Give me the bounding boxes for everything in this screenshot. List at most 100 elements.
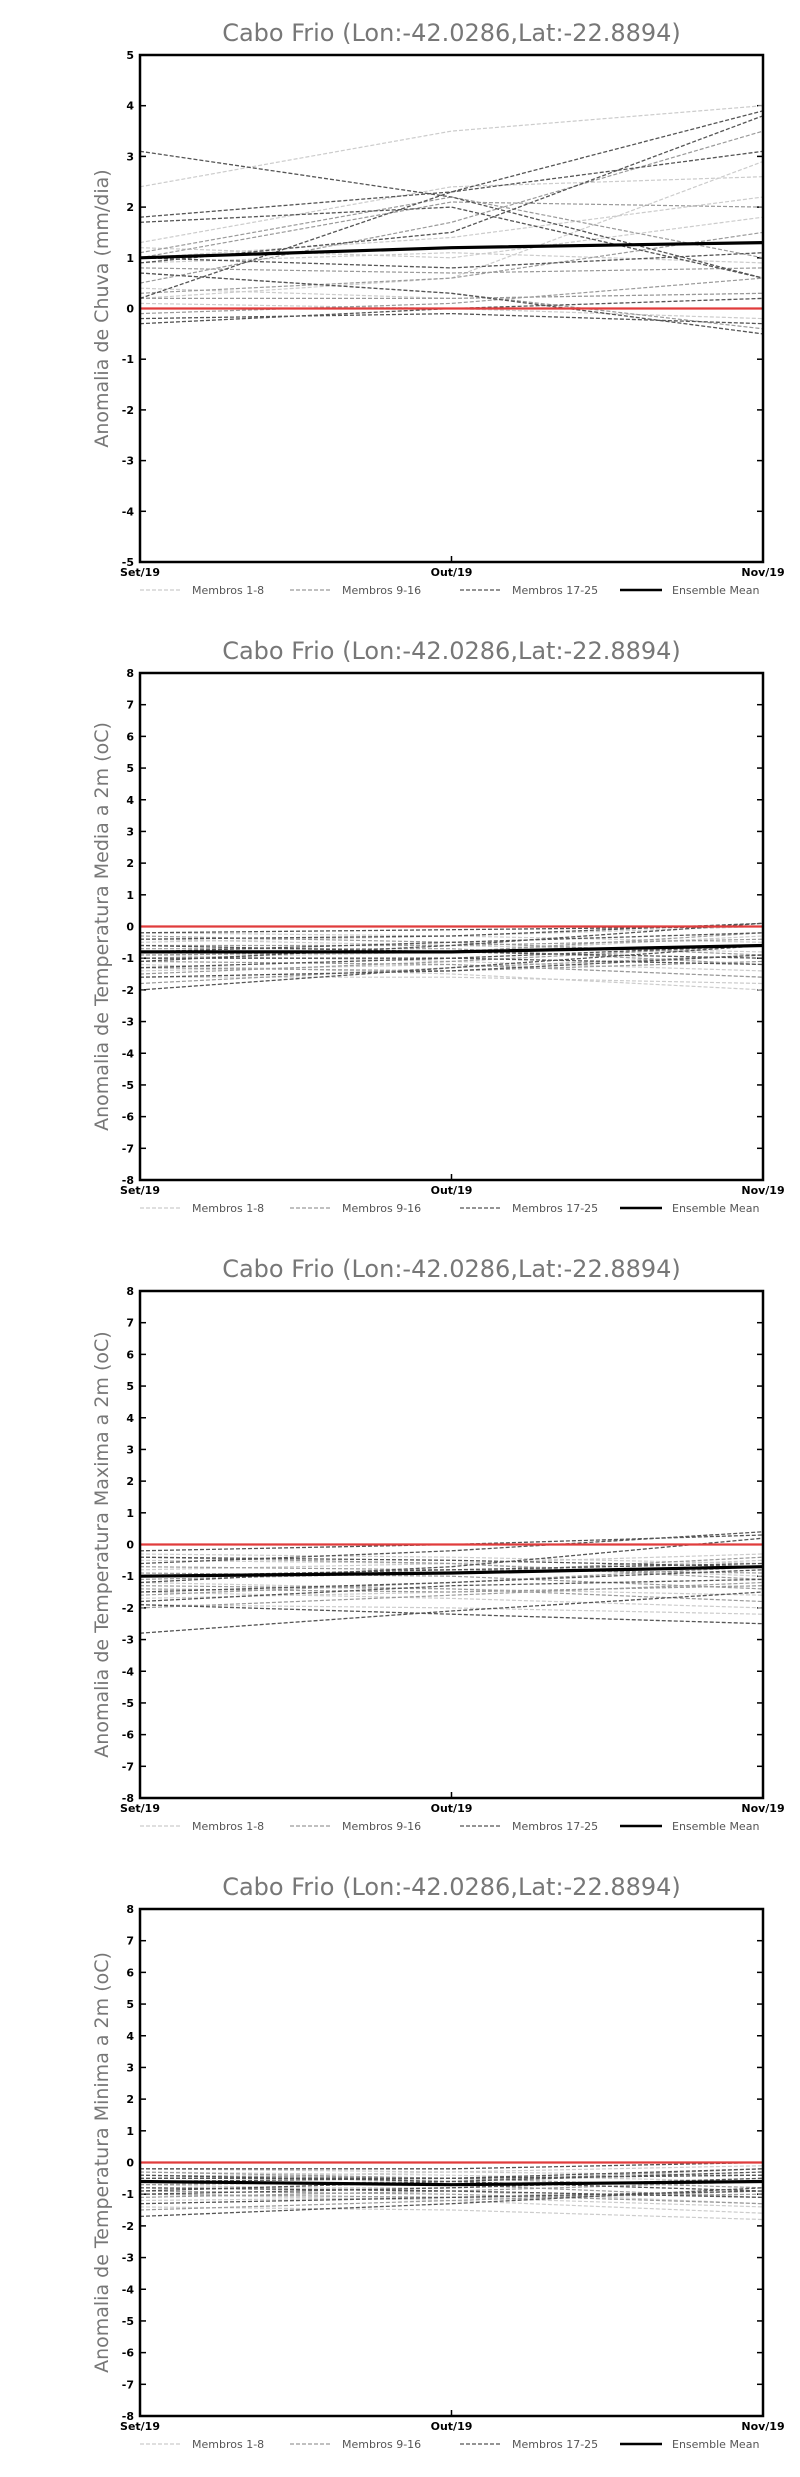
y-tick-label: -3 [122,1634,134,1647]
member-line-members-1-8 [139,1581,764,1596]
y-tick-label: 6 [126,730,134,743]
member-line-members-17-25 [139,1604,764,1625]
y-tick-label: -3 [122,455,134,468]
legend-label: Membros 1-8 [192,1820,264,1833]
y-tick-label: 5 [126,49,134,62]
y-tick-label: 1 [126,889,134,902]
member-line-members-17-25 [139,1534,764,1552]
x-tick-label: Set/19 [120,1184,160,1197]
y-axis-label: Anomalia de Temperatura Media a 2m (oC) [91,722,113,1131]
member-line-members-1-8 [139,2184,764,2205]
member-line-members-17-25 [140,2161,764,2170]
member-line-members-1-8 [139,963,764,991]
legend-label: Ensemble Mean [672,1820,759,1833]
y-tick-label: -1 [122,353,134,366]
y-tick-label: 5 [126,1380,134,1393]
plot-frame [138,1289,765,1800]
y-tick-label: -2 [122,404,134,417]
y-tick-label: -1 [122,1570,134,1583]
y-tick-label: 3 [126,1443,134,1456]
x-tick-label: Out/19 [431,1184,473,1197]
y-tick-label: -4 [122,1665,135,1678]
member-line-members-9-16 [139,201,764,259]
member-line-members-17-25 [139,944,764,959]
member-line-members-17-25 [139,932,764,953]
y-tick-label: 4 [126,2030,134,2043]
member-line-members-9-16 [140,938,764,947]
plot-frame [138,1907,765,2418]
y-tick-label: 2 [126,857,134,870]
y-tick-label: 0 [126,303,134,316]
legend-label: Membros 1-8 [192,1202,264,1215]
chart-title: Cabo Frio (Lon:-42.0286,Lat:-22.8894) [222,19,681,47]
member-line-members-1-8 [139,1591,764,1609]
y-tick-label: -2 [122,1602,134,1615]
y-tick-label: -4 [122,1047,135,1060]
y-tick-label: -8 [122,2410,134,2423]
y-tick-label: -7 [122,1760,134,1773]
legend-label: Ensemble Mean [672,1202,759,1215]
plot-frame [138,671,765,1182]
member-line-members-1-8 [139,216,764,259]
y-tick-label: -1 [122,952,134,965]
member-line-members-1-8 [139,176,764,244]
y-tick-label: -8 [122,1174,134,1187]
member-line-members-17-25 [139,1556,764,1568]
member-line-members-17-25 [139,150,764,279]
y-tick-label: 0 [126,1539,134,1552]
member-line-members-17-25 [139,1537,764,1584]
legend-label: Membros 9-16 [342,584,421,597]
member-line-members-9-16 [139,267,764,274]
y-tick-label: 1 [126,2125,134,2138]
chart-panel-2: Cabo Frio (Lon:-42.0286,Lat:-22.8894) Ano… [91,637,785,1215]
member-line-members-9-16 [139,932,764,956]
member-line-members-9-16 [139,196,764,259]
member-line-members-17-25 [139,2174,764,2192]
member-line-members-1-8 [139,252,764,264]
chart-panel-1: Cabo Frio (Lon:-42.0286,Lat:-22.8894) Ano… [91,19,785,597]
y-tick-label: -2 [122,2220,134,2233]
y-tick-label: 2 [126,1475,134,1488]
legend-label: Membros 17-25 [512,2438,598,2451]
legend-label: Membros 1-8 [192,584,264,597]
legend-label: Ensemble Mean [672,2438,759,2451]
y-tick-label: 8 [126,1285,134,1298]
y-tick-label: -4 [122,505,135,518]
member-line-members-17-25 [139,206,764,279]
member-line-members-17-25 [139,2190,764,2205]
y-tick-label: 3 [126,150,134,163]
y-tick-label: -5 [122,2315,134,2328]
y-tick-label: -7 [122,1142,134,1155]
member-line-members-17-25 [139,1569,764,1593]
member-line-members-17-25 [139,2187,764,2199]
member-line-members-1-8 [139,2168,764,2176]
y-tick-label: -5 [122,556,134,569]
member-line-members-17-25 [139,272,764,335]
member-line-members-1-8 [139,105,764,188]
y-tick-label: 7 [126,1935,134,1948]
y-tick-label: 8 [126,1903,134,1916]
member-line-members-9-16 [139,231,764,294]
y-tick-label: 3 [126,825,134,838]
ensemble-mean-line [140,943,764,954]
y-tick-label: -8 [122,1792,134,1805]
member-line-members-1-8 [139,2171,764,2183]
y-axis-label: Anomalia de Temperatura Maxima a 2m (oC) [91,1331,113,1757]
member-line-members-9-16 [140,292,764,299]
y-tick-label: 3 [126,2061,134,2074]
y-tick-label: 1 [126,1507,134,1520]
member-line-members-17-25 [139,150,764,218]
member-line-members-1-8 [139,925,764,943]
member-line-members-1-8 [139,2193,764,2214]
member-line-members-1-8 [139,1553,764,1565]
member-line-members-1-8 [140,976,764,985]
y-tick-label: -2 [122,984,134,997]
ensemble-mean-line [139,2179,764,2187]
ensemble-mean-line [139,241,764,260]
member-line-members-9-16 [139,277,764,315]
member-line-members-17-25 [139,922,764,963]
y-tick-label: 8 [126,667,134,680]
member-line-members-1-8 [139,2206,764,2221]
member-line-members-17-25 [139,297,764,325]
